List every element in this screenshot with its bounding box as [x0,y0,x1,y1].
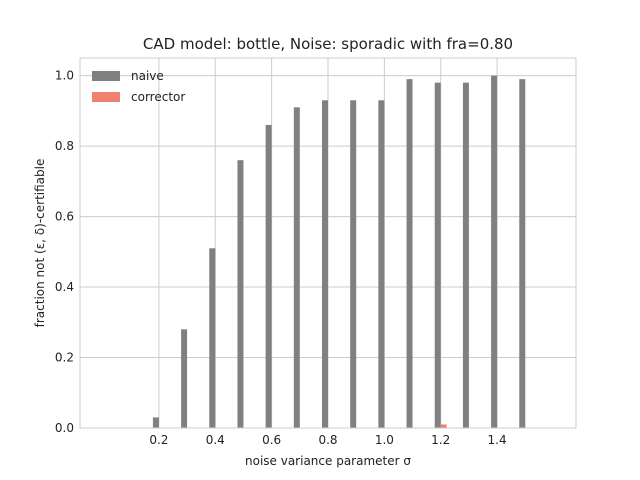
y-tick-label: 0.6 [55,210,74,224]
x-tick-label: 0.8 [318,433,337,447]
bar-naive-1.1 [406,79,413,429]
legend-label-corrector: corrector [131,90,185,104]
y-tick-label: 0.0 [55,421,74,435]
legend: naive corrector [92,69,185,104]
bar-naive-0.3 [181,329,188,428]
y-axis-ticks: 0.0 0.2 0.4 0.6 0.8 1.0 [55,69,74,435]
bar-naive-0.4 [209,248,216,428]
x-axis-ticks: 0.2 0.4 0.6 0.8 1.0 1.2 1.4 [149,433,506,447]
bar-naive-1 [378,100,385,429]
bar-naive-0.8 [322,100,328,429]
bar-naive-1.2 [434,82,441,429]
bar-naive-0.9 [350,100,357,429]
x-tick-label: 0.2 [149,433,168,447]
bar-naive-0.7 [293,107,300,428]
y-tick-label: 0.4 [55,280,74,294]
bar-corrector-1.2 [440,424,447,428]
bar-naive-0.6 [265,124,272,428]
plot-frame [79,57,577,429]
x-tick-label: 1.4 [488,433,507,447]
legend-label-naive: naive [131,69,164,83]
bar-naive-1.5 [519,79,526,429]
bar-naive-0.5 [237,160,244,428]
bars [152,75,526,429]
x-tick-label: 1.2 [431,433,450,447]
bar-naive-1.3 [462,82,469,429]
x-axis-title: noise variance parameter σ [245,454,411,468]
legend-swatch-naive [92,71,120,81]
y-tick-label: 0.2 [55,351,74,365]
y-tick-label: 0.8 [55,139,74,153]
x-tick-label: 0.4 [206,433,225,447]
legend-swatch-corrector [92,92,120,102]
y-tick-label: 1.0 [55,69,74,83]
x-tick-label: 1.0 [375,433,394,447]
y-axis-title: fraction not (ε, δ)-certifiable [33,159,47,328]
x-tick-label: 0.6 [262,433,281,447]
chart-title: CAD model: bottle, Noise: sporadic with … [143,35,513,53]
bar-naive-0.2 [152,417,159,428]
bar-naive-1.4 [491,75,498,428]
